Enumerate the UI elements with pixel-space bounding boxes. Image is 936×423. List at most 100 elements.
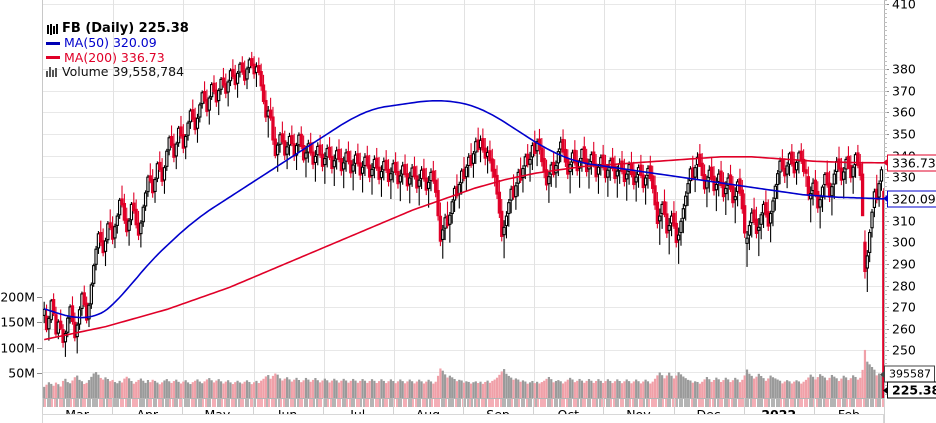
candle-body — [92, 265, 96, 284]
candle-body — [337, 148, 341, 160]
price-axis-minor-tick — [884, 294, 887, 295]
volume-bar — [142, 380, 145, 398]
date-axis-divider — [533, 398, 534, 423]
volume-bar — [628, 381, 631, 398]
date-tick — [865, 399, 867, 407]
legend-item-volume[interactable]: Volume 39,558,784 — [46, 64, 189, 79]
candle-body — [698, 153, 702, 167]
callout-pointer-icon — [880, 370, 885, 378]
price-axis-minor-tick — [884, 65, 887, 66]
volume-bar — [293, 379, 296, 398]
candle-body — [773, 185, 777, 199]
candle-body — [554, 164, 558, 174]
volume-bar — [208, 378, 211, 398]
date-tick — [780, 399, 782, 407]
candle-body — [733, 196, 737, 201]
volume-bar — [262, 378, 265, 398]
candle-body — [471, 153, 476, 164]
volume-bar — [719, 381, 723, 398]
candle-body — [389, 173, 393, 181]
candle-body — [122, 202, 127, 221]
volume-bar — [465, 381, 468, 398]
legend-ma200-label: MA(200) 336.73 — [64, 49, 165, 65]
date-tick — [497, 399, 499, 407]
volume-bar — [538, 383, 541, 398]
date-tick — [717, 399, 719, 407]
volume-value: 395587 — [880, 365, 935, 383]
volume-bar — [491, 380, 494, 398]
volume-bar — [76, 375, 79, 398]
volume-bar — [639, 383, 642, 398]
volume-bar — [344, 380, 348, 398]
price-axis-minor-tick — [884, 48, 887, 49]
volume-bar — [418, 379, 421, 398]
date-tick — [424, 399, 426, 407]
candle-body — [221, 77, 226, 86]
date-tick — [533, 399, 535, 407]
volume-bar — [840, 378, 843, 398]
volume-bar — [833, 376, 836, 398]
candle-body — [280, 133, 285, 143]
volume-bar — [118, 380, 121, 398]
candle-body — [448, 214, 452, 225]
legend-item-ma200[interactable]: MA(200) 336.73 — [46, 49, 189, 65]
volume-bars-icon — [46, 67, 59, 78]
volume-bar — [370, 379, 374, 398]
volume-bar — [635, 379, 638, 398]
price-axis-minor-tick — [884, 143, 887, 144]
volume-bar — [651, 381, 654, 398]
date-tick — [396, 399, 398, 407]
candle-body — [799, 150, 803, 162]
volume-bar — [309, 381, 312, 398]
date-tick — [122, 399, 124, 407]
volume-bar — [227, 380, 230, 398]
volume-bar — [875, 375, 878, 398]
date-tick — [400, 399, 402, 407]
volume-bar — [352, 378, 355, 398]
date-tick — [877, 399, 879, 407]
candle-body — [813, 179, 818, 196]
date-tick — [382, 399, 384, 407]
volume-bar — [127, 378, 131, 398]
date-tick — [240, 399, 242, 407]
volume-bar — [769, 375, 772, 398]
ma200-value: 336.73 — [883, 154, 936, 172]
date-tick — [96, 399, 98, 407]
grid-line-horizontal — [43, 372, 884, 373]
date-tick — [471, 399, 473, 407]
date-tick — [68, 399, 70, 407]
date-tick — [320, 399, 322, 407]
legend-item-ma50[interactable]: MA(50) 320.09 — [46, 35, 189, 50]
callout-pointer-icon — [883, 158, 888, 167]
candle-body — [422, 168, 426, 180]
price-axis-minor-tick — [884, 346, 887, 347]
date-tick — [56, 399, 58, 407]
candle-body — [818, 199, 822, 208]
volume-bar — [165, 379, 168, 398]
price-axis-label: 380 — [892, 61, 916, 77]
date-tick — [790, 399, 792, 407]
volume-bar — [47, 382, 50, 398]
candle-body — [700, 162, 704, 176]
candle-body — [43, 308, 46, 316]
candle-body — [398, 175, 402, 183]
price-series-svg — [43, 51, 884, 398]
date-tick — [837, 399, 839, 407]
price-plot-area[interactable] — [42, 0, 884, 398]
candle-body — [332, 160, 336, 168]
volume-bar — [271, 375, 275, 398]
price-axis-minor-tick — [884, 74, 887, 75]
date-tick — [150, 399, 152, 407]
date-tick — [266, 399, 268, 407]
legend-item-ticker[interactable]: FB (Daily) 225.38 — [46, 21, 189, 36]
date-tick — [75, 399, 77, 407]
date-tick — [860, 399, 862, 407]
volume-bar — [576, 380, 579, 398]
date-tick — [702, 399, 704, 407]
candle-body — [309, 142, 313, 154]
date-tick — [521, 399, 523, 407]
candle-body — [153, 178, 157, 192]
volume-bar — [156, 382, 159, 398]
price-axis-minor-tick — [884, 0, 887, 1]
volume-bar — [472, 382, 475, 398]
